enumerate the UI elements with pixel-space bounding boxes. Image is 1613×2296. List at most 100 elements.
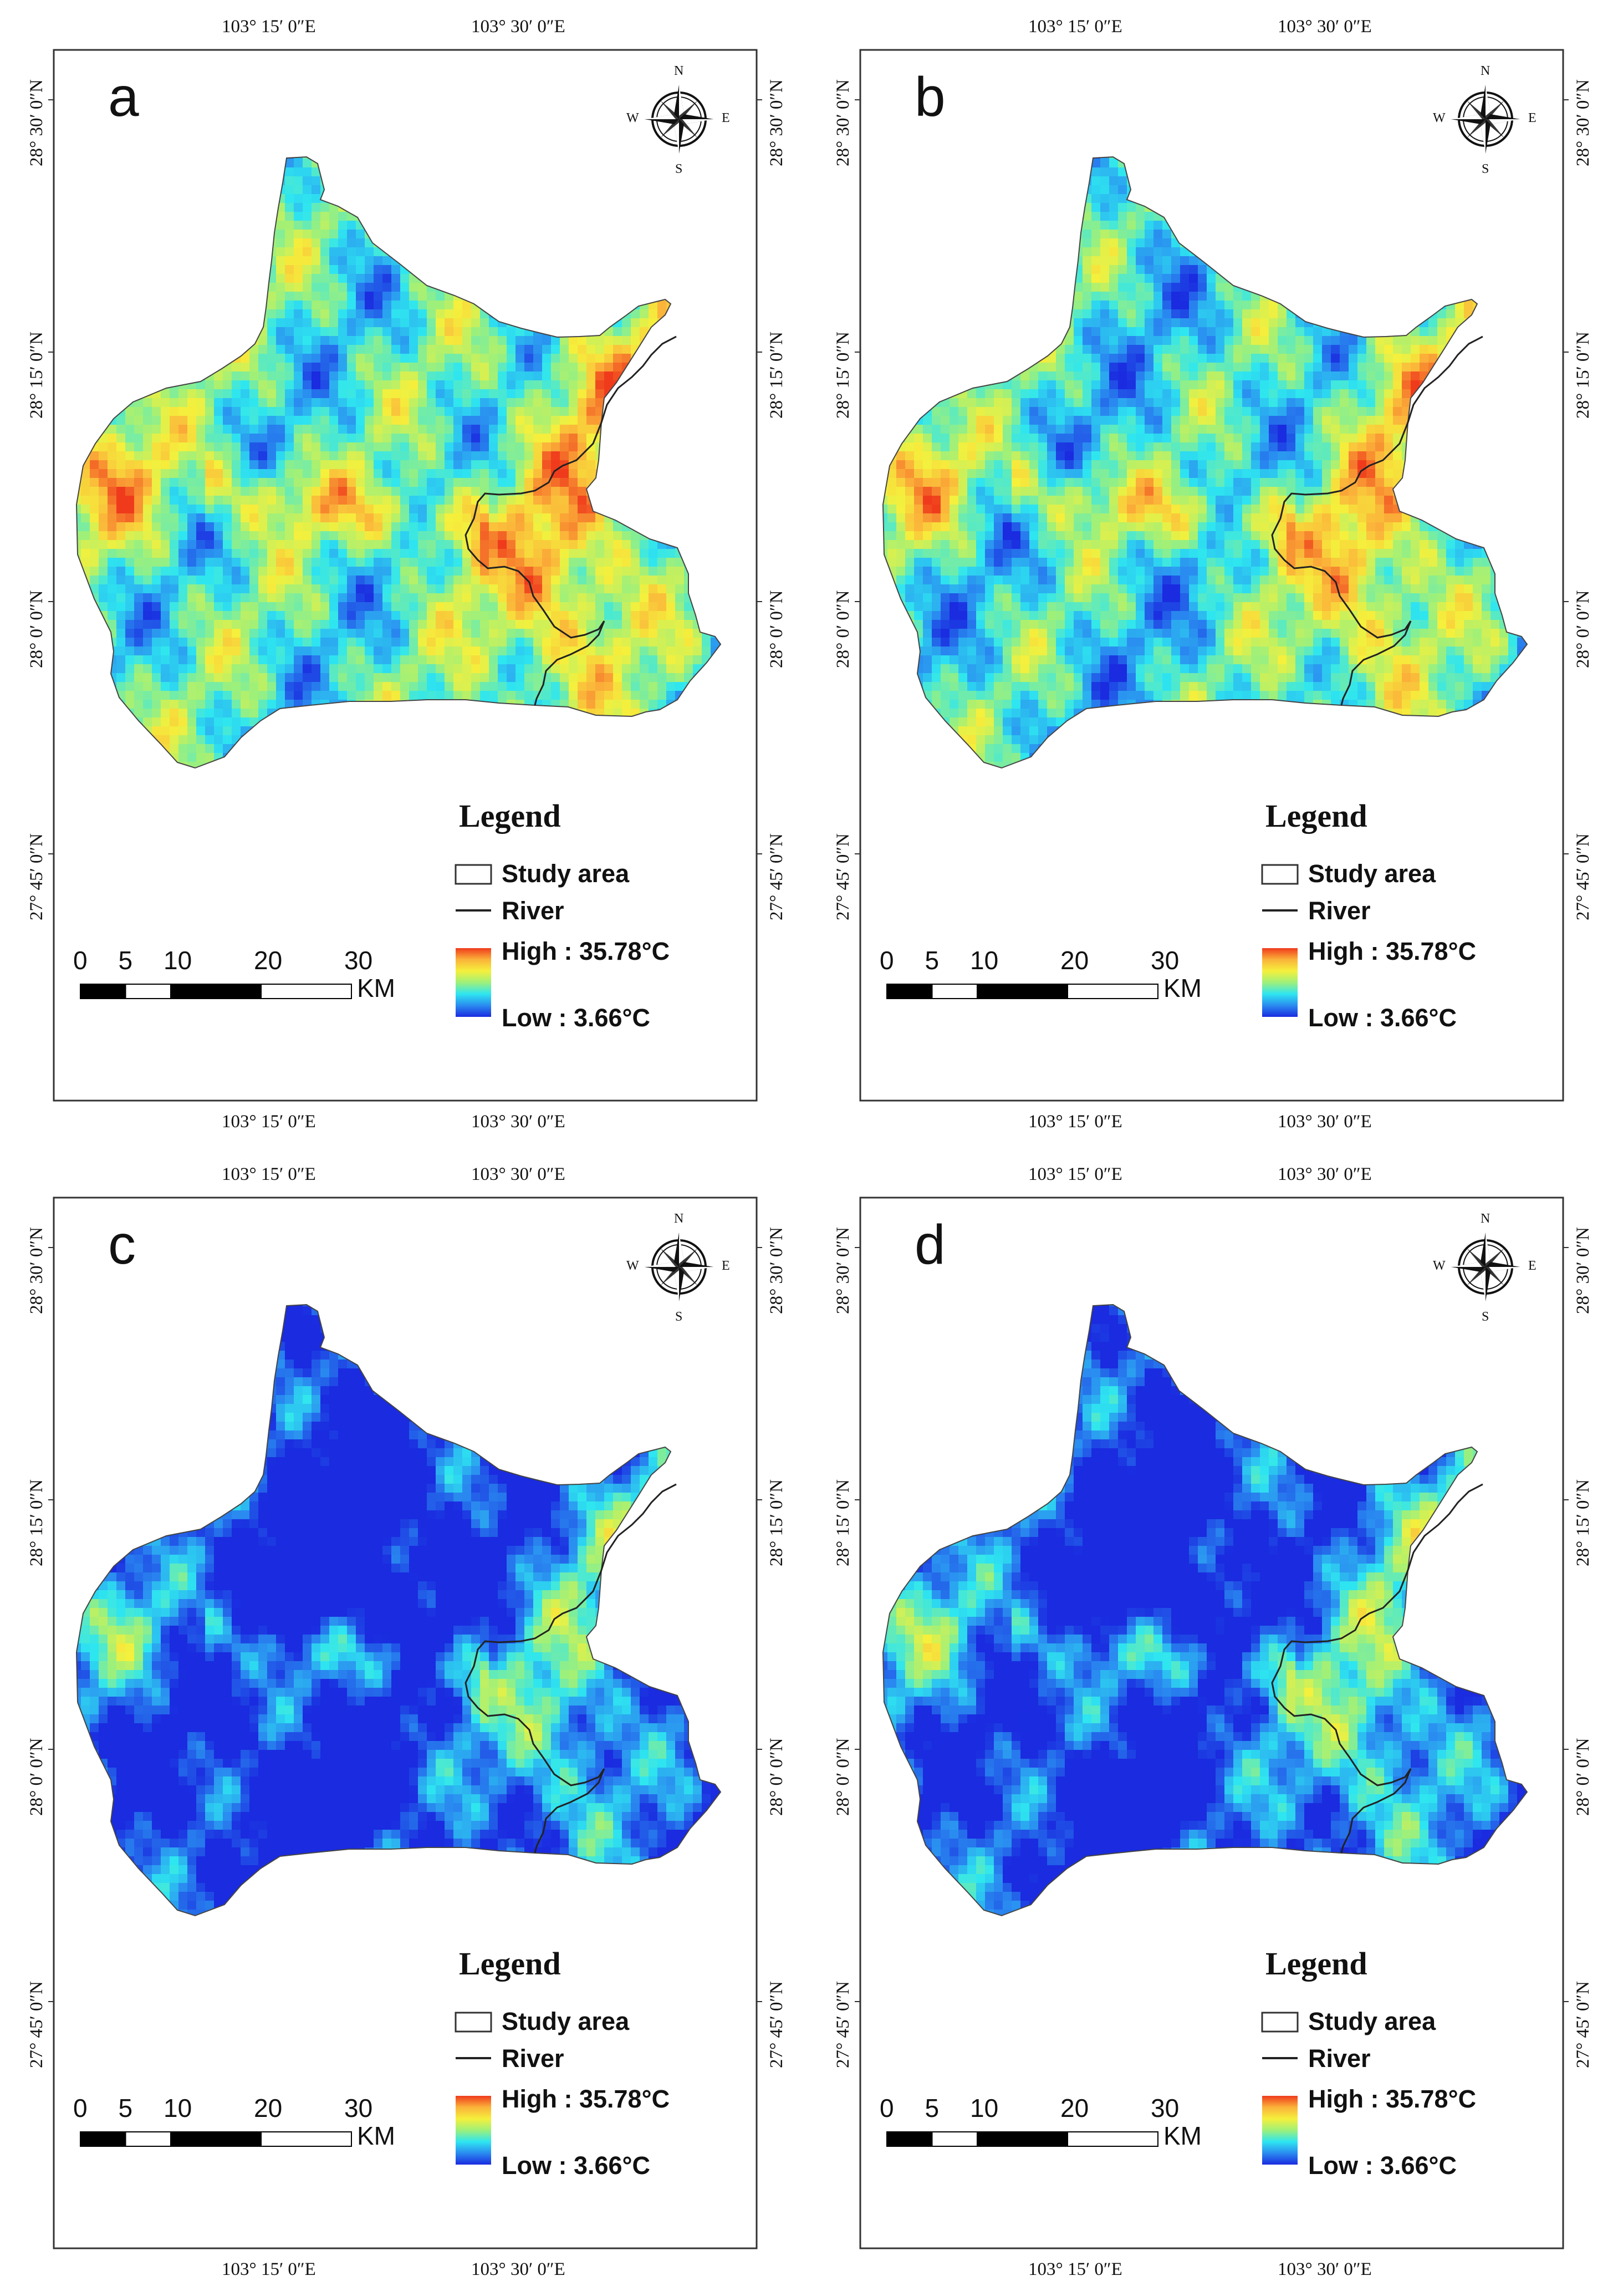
latitude-label-left: 28° 0′ 0″N bbox=[833, 1738, 854, 1816]
panel-letter: d bbox=[915, 1217, 946, 1272]
compass-west-label: W bbox=[626, 1259, 639, 1274]
latitude-label-left: 27° 45′ 0″N bbox=[27, 1981, 47, 2068]
longitude-label-top: 103° 15′ 0″E bbox=[222, 17, 316, 37]
longitude-label-bottom: 103° 30′ 0″E bbox=[1278, 1112, 1372, 1132]
map-canvas bbox=[48, 1197, 762, 2249]
study-area-outline bbox=[75, 156, 722, 769]
longitude-label-top: 103° 30′ 0″E bbox=[471, 1164, 565, 1185]
scale-bar-segment bbox=[886, 984, 933, 999]
legend-color-ramp bbox=[1262, 948, 1298, 1017]
compass-north-label: N bbox=[1481, 64, 1490, 79]
longitude-label-bottom: 103° 15′ 0″E bbox=[1028, 2259, 1122, 2280]
legend-study-area-swatch bbox=[455, 864, 492, 885]
temperature-raster bbox=[76, 1305, 721, 1916]
longitude-label-top: 103° 15′ 0″E bbox=[1028, 17, 1122, 37]
latitude-label-right: 28° 30′ 0″N bbox=[767, 79, 787, 166]
scale-bar-unit: KM bbox=[357, 973, 395, 1003]
latitude-label-right: 28° 15′ 0″N bbox=[767, 332, 787, 419]
map-panel-c: c 103° 15′ 0″E 103° 15′ 0″E 103° 30′ 0″E 103… bbox=[0, 1148, 806, 2295]
scale-bar-tick-label: 0 bbox=[73, 945, 88, 975]
scale-bar-segment bbox=[170, 2131, 262, 2147]
compass-south-label: S bbox=[1482, 162, 1489, 177]
legend-study-area-swatch bbox=[455, 2012, 492, 2033]
latitude-label-left: 28° 30′ 0″N bbox=[27, 79, 47, 166]
scale-bar-segment bbox=[886, 2131, 933, 2147]
legend-study-area-label: Study area bbox=[502, 859, 629, 888]
legend-river-label: River bbox=[1308, 897, 1371, 925]
temperature-raster bbox=[883, 1305, 1527, 1916]
latitude-label-left: 28° 15′ 0″N bbox=[27, 332, 47, 419]
compass-east-label: E bbox=[722, 111, 730, 126]
latitude-label-left: 27° 45′ 0″N bbox=[833, 833, 854, 920]
study-area-outline bbox=[882, 156, 1528, 769]
scale-bar-unit: KM bbox=[1163, 973, 1202, 1003]
legend-study-area-label: Study area bbox=[1308, 2007, 1436, 2036]
map-canvas bbox=[855, 1197, 1569, 2249]
scale-bar-tick-label: 20 bbox=[254, 945, 282, 975]
scale-bar-tick-label: 10 bbox=[970, 945, 998, 975]
map-canvas bbox=[855, 49, 1569, 1102]
compass-north-label: N bbox=[674, 64, 683, 79]
latitude-label-right: 28° 0′ 0″N bbox=[767, 1738, 787, 1816]
latitude-label-left: 28° 0′ 0″N bbox=[833, 590, 854, 669]
legend-river-label: River bbox=[502, 897, 564, 925]
scale-bar-tick-label: 0 bbox=[880, 2093, 894, 2123]
legend-title: Legend bbox=[459, 1945, 561, 1982]
scale-bar-segment bbox=[125, 2131, 171, 2147]
compass-east-label: E bbox=[1528, 1259, 1537, 1274]
longitude-label-top: 103° 30′ 0″E bbox=[1278, 17, 1372, 37]
scale-bar-tick-label: 5 bbox=[119, 945, 133, 975]
latitude-label-left: 28° 15′ 0″N bbox=[833, 332, 854, 419]
latitude-label-left: 28° 0′ 0″N bbox=[27, 1738, 47, 1816]
scale-bar-tick-label: 0 bbox=[880, 945, 894, 975]
legend-low-label: Low : 3.66°C bbox=[502, 1004, 650, 1032]
scale-bar-segment bbox=[977, 984, 1068, 999]
map-panel-b: b 103° 15′ 0″E 103° 15′ 0″E 103° 30′ 0″E 103… bbox=[806, 0, 1613, 1148]
scale-bar-tick-label: 5 bbox=[925, 945, 940, 975]
latitude-label-left: 28° 15′ 0″N bbox=[833, 1479, 854, 1566]
scale-bar-segment bbox=[931, 984, 978, 999]
river-line bbox=[464, 1483, 677, 1854]
map-frame bbox=[53, 1197, 758, 2249]
legend-color-ramp bbox=[1262, 2096, 1298, 2165]
map-frame bbox=[859, 1197, 1564, 2249]
legend-high-label: High : 35.78°C bbox=[1308, 937, 1476, 966]
latitude-label-right: 28° 30′ 0″N bbox=[1573, 1227, 1594, 1314]
scale-bar-segment bbox=[125, 984, 171, 999]
legend-study-area-swatch bbox=[1261, 2012, 1299, 2033]
legend-color-ramp bbox=[456, 948, 491, 1017]
latitude-label-left: 27° 45′ 0″N bbox=[833, 1981, 854, 2068]
legend-high-label: High : 35.78°C bbox=[502, 2085, 670, 2114]
compass-west-label: W bbox=[626, 111, 639, 126]
scale-bar-tick-label: 20 bbox=[254, 2093, 282, 2123]
compass-rose-icon bbox=[645, 85, 713, 154]
legend-low-label: Low : 3.66°C bbox=[502, 2151, 650, 2180]
latitude-label-right: 28° 30′ 0″N bbox=[767, 1227, 787, 1314]
scale-bar-tick-label: 30 bbox=[1151, 945, 1179, 975]
latitude-label-right: 27° 45′ 0″N bbox=[1573, 1981, 1594, 2068]
longitude-label-bottom: 103° 30′ 0″E bbox=[471, 2259, 565, 2280]
panel-letter: c bbox=[108, 1217, 136, 1272]
map-frame bbox=[53, 49, 758, 1102]
map-canvas bbox=[48, 49, 762, 1102]
latitude-label-right: 28° 15′ 0″N bbox=[1573, 1479, 1594, 1566]
latitude-label-left: 28° 0′ 0″N bbox=[27, 590, 47, 669]
legend-study-area-swatch bbox=[1261, 864, 1299, 885]
compass-rose-icon bbox=[1451, 1233, 1520, 1301]
latitude-label-right: 28° 30′ 0″N bbox=[1573, 79, 1594, 166]
scale-bar-tick-label: 30 bbox=[344, 945, 372, 975]
latitude-label-right: 28° 0′ 0″N bbox=[1573, 590, 1594, 669]
legend-title: Legend bbox=[1265, 797, 1367, 834]
scale-bar-tick-label: 5 bbox=[925, 2093, 940, 2123]
scale-bar-segment bbox=[1067, 2131, 1158, 2147]
map-frame bbox=[859, 49, 1564, 1102]
river-line bbox=[1271, 335, 1483, 706]
scale-bar-tick-label: 10 bbox=[164, 2093, 192, 2123]
scale-bar-tick-label: 30 bbox=[344, 2093, 372, 2123]
scale-bar-segment bbox=[261, 2131, 352, 2147]
scale-bar-tick-label: 20 bbox=[1060, 2093, 1089, 2123]
map-panel-d: d 103° 15′ 0″E 103° 15′ 0″E 103° 30′ 0″E 103… bbox=[806, 1148, 1613, 2295]
compass-south-label: S bbox=[1482, 1310, 1489, 1325]
legend-river-label: River bbox=[502, 2044, 564, 2073]
scale-bar-segment bbox=[261, 984, 352, 999]
